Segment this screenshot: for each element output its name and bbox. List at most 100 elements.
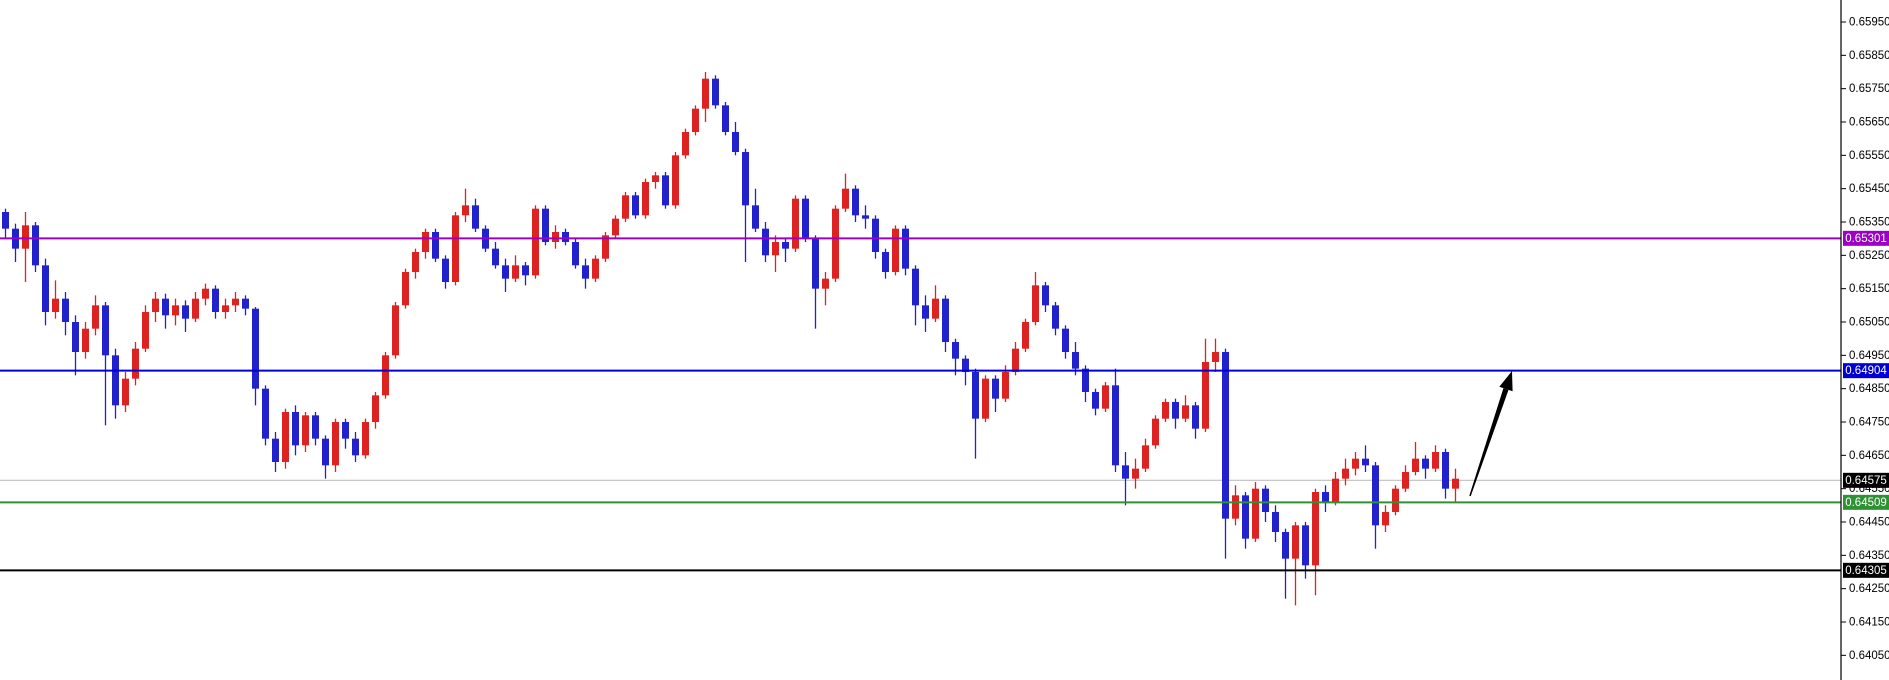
candle-body bbox=[22, 225, 29, 249]
candle-body bbox=[262, 388, 269, 439]
axis-tick-label: 0.64950 bbox=[1849, 350, 1889, 362]
arrow-head bbox=[1499, 371, 1513, 392]
candle-body bbox=[552, 231, 559, 242]
candle-body bbox=[462, 205, 469, 216]
candle-body bbox=[1442, 451, 1449, 489]
candle-body bbox=[692, 108, 699, 132]
candle-body bbox=[612, 218, 619, 236]
candle-body bbox=[1382, 511, 1389, 526]
price-axis[interactable]: 0.65950 0.65850 0.65750 0.65650 0.65550 0.654… bbox=[1840, 0, 1889, 680]
candle-body bbox=[1152, 418, 1159, 446]
candle-body bbox=[1212, 351, 1219, 362]
candle-body bbox=[252, 308, 259, 389]
candle-body bbox=[1222, 351, 1229, 519]
candle-body bbox=[682, 131, 689, 156]
candles-layer bbox=[2, 71, 1459, 606]
candle-body bbox=[1402, 471, 1409, 489]
candle-body bbox=[112, 355, 119, 406]
candle-body bbox=[432, 231, 439, 259]
bid-price-box bbox=[1843, 472, 1889, 488]
candle-body bbox=[452, 215, 459, 282]
candle-body bbox=[292, 411, 299, 446]
candle-body bbox=[422, 231, 429, 252]
candle-body bbox=[952, 341, 959, 359]
candle-body bbox=[1132, 468, 1139, 479]
candle-body bbox=[992, 378, 999, 399]
hline-resistance-blue[interactable]: 0.64904 bbox=[0, 363, 1889, 379]
candle-body bbox=[1192, 405, 1199, 429]
candle-body bbox=[192, 298, 199, 319]
candle-body bbox=[872, 218, 879, 252]
candle-body bbox=[1022, 321, 1029, 349]
candle-body bbox=[322, 438, 329, 466]
axis-tick-label: 0.64650 bbox=[1849, 450, 1889, 462]
candle-body bbox=[1232, 495, 1239, 519]
candle-body bbox=[412, 251, 419, 272]
candle-body bbox=[732, 131, 739, 152]
arrow-shaft bbox=[1469, 388, 1509, 497]
axis-tick-label: 0.64050 bbox=[1849, 650, 1889, 662]
candle-body bbox=[392, 305, 399, 356]
candle-body bbox=[212, 288, 219, 312]
candle-body bbox=[752, 205, 759, 229]
candle-body bbox=[1182, 405, 1189, 419]
candle-body bbox=[962, 358, 969, 372]
candle-body bbox=[1162, 401, 1169, 419]
candle-body bbox=[42, 265, 49, 312]
candle-body bbox=[1042, 285, 1049, 306]
candle-body bbox=[372, 395, 379, 422]
candle-body bbox=[182, 305, 189, 319]
candle-body bbox=[362, 421, 369, 456]
hline-price-box bbox=[1843, 363, 1889, 379]
candle-body bbox=[1002, 371, 1009, 399]
hline-price-label: 0.64305 bbox=[1845, 565, 1887, 577]
candle-body bbox=[202, 288, 209, 299]
candle-body bbox=[232, 298, 239, 306]
candle-body bbox=[32, 225, 39, 266]
candle-body bbox=[302, 415, 309, 446]
candle-body bbox=[532, 208, 539, 276]
axis-tick-label: 0.65050 bbox=[1849, 316, 1889, 328]
hline-resistance-purple[interactable]: 0.65301 bbox=[0, 230, 1889, 246]
hline-support-black[interactable]: 0.64305 bbox=[0, 562, 1889, 578]
candle-body bbox=[2, 211, 9, 229]
candle-body bbox=[912, 268, 919, 306]
candle-body bbox=[352, 438, 359, 456]
axis-tick-label: 0.64250 bbox=[1849, 583, 1889, 595]
candle-body bbox=[652, 175, 659, 182]
hline-price-box bbox=[1843, 562, 1889, 578]
candle-body bbox=[1282, 531, 1289, 559]
candle-body bbox=[1262, 488, 1269, 512]
candle-body bbox=[842, 188, 849, 209]
candle-body bbox=[642, 181, 649, 216]
candle-body bbox=[402, 271, 409, 306]
candle-body bbox=[882, 251, 889, 272]
candle-body bbox=[1392, 488, 1399, 512]
bid-price-tag: 0.64575 bbox=[1843, 472, 1889, 488]
hline-support-green[interactable]: 0.64509 bbox=[0, 494, 1889, 510]
axis-tick-label: 0.65450 bbox=[1849, 183, 1889, 195]
candle-body bbox=[1072, 351, 1079, 369]
hline-price-box bbox=[1843, 230, 1889, 246]
hline-price-label: 0.64509 bbox=[1845, 497, 1887, 509]
candle-body bbox=[162, 298, 169, 316]
candle-body bbox=[802, 198, 809, 239]
trend-arrow[interactable] bbox=[1469, 371, 1513, 497]
candle-body bbox=[722, 105, 729, 132]
candle-body bbox=[472, 205, 479, 229]
candle-body bbox=[142, 311, 149, 349]
candle-body bbox=[572, 241, 579, 266]
axis-tick-label: 0.65750 bbox=[1849, 83, 1889, 95]
axis-tick-label: 0.65650 bbox=[1849, 116, 1889, 128]
candle-body bbox=[1102, 385, 1109, 409]
candle-body bbox=[1202, 361, 1209, 429]
candle-body bbox=[522, 265, 529, 276]
hline-price-label: 0.65301 bbox=[1845, 233, 1887, 245]
candle-body bbox=[742, 151, 749, 206]
candle-body bbox=[492, 248, 499, 266]
candle-body bbox=[1242, 495, 1249, 539]
candle-body bbox=[812, 238, 819, 289]
axis-tick-label: 0.64750 bbox=[1849, 416, 1889, 428]
candle-body bbox=[272, 438, 279, 462]
